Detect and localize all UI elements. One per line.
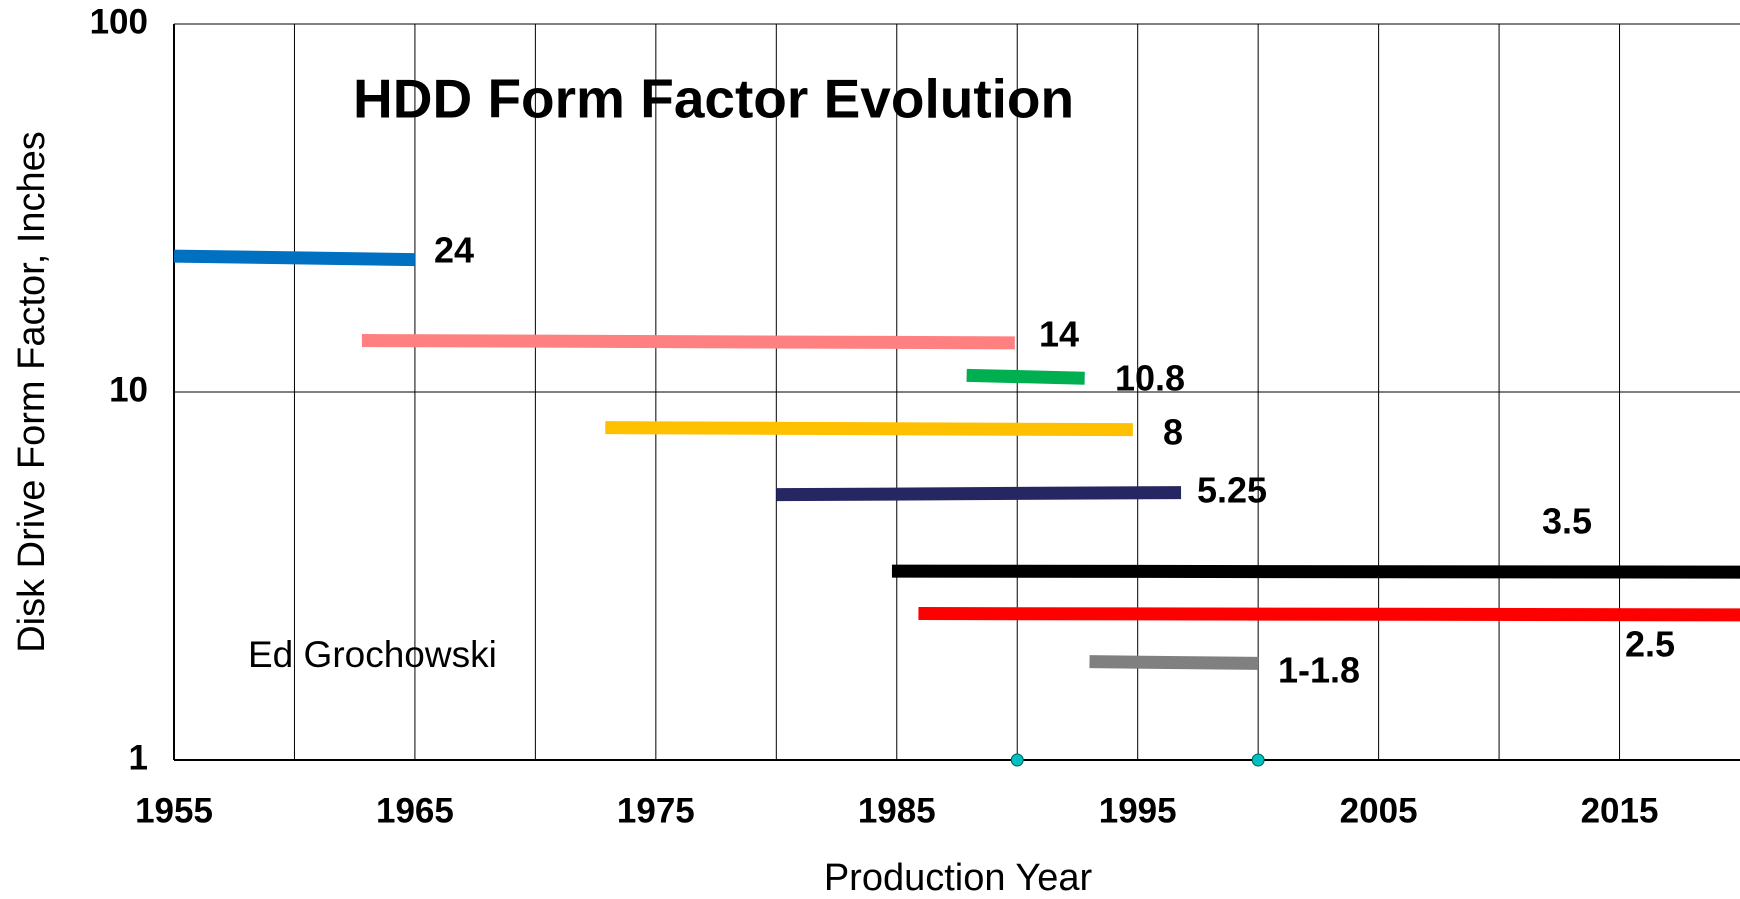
x-tick-label: 1995 (1099, 791, 1177, 830)
chart-title: HDD Form Factor Evolution (353, 68, 1074, 130)
x-tick-label: 2005 (1340, 791, 1418, 830)
series-line (918, 607, 1740, 622)
series-label: 3.5 (1542, 501, 1592, 542)
x-tick-label: 1985 (858, 791, 936, 830)
marker (1010, 753, 1024, 767)
series-label: 14 (1039, 314, 1079, 355)
x-tick-label: 1975 (617, 791, 695, 830)
y-tick-label: 10 (109, 370, 148, 409)
series-line (966, 368, 1085, 385)
annotation: Ed Grochowski (248, 634, 497, 675)
series-label: 24 (434, 230, 474, 271)
x-tick-label: 1955 (135, 791, 213, 830)
series-line (891, 564, 1740, 579)
series-label: 2.5 (1625, 624, 1675, 665)
marker (1251, 753, 1265, 767)
series-label: 1-1.8 (1278, 650, 1360, 691)
series-label: 8 (1163, 412, 1183, 453)
series-line (1089, 655, 1259, 670)
x-tick-label: 2015 (1581, 791, 1659, 830)
y-tick-label: 100 (90, 2, 148, 41)
series-line (605, 421, 1133, 437)
series-label: 10.8 (1115, 358, 1185, 399)
x-tick-label: 1965 (376, 791, 454, 830)
x-axis-label: Production Year (824, 857, 1093, 899)
series-line (776, 486, 1182, 502)
series-line (173, 249, 416, 267)
y-tick-label: 1 (129, 738, 148, 777)
series-label: 5.25 (1197, 470, 1267, 511)
y-axis-label: Disk Drive Form Factor, Inches (11, 131, 53, 653)
series-line (361, 334, 1015, 350)
